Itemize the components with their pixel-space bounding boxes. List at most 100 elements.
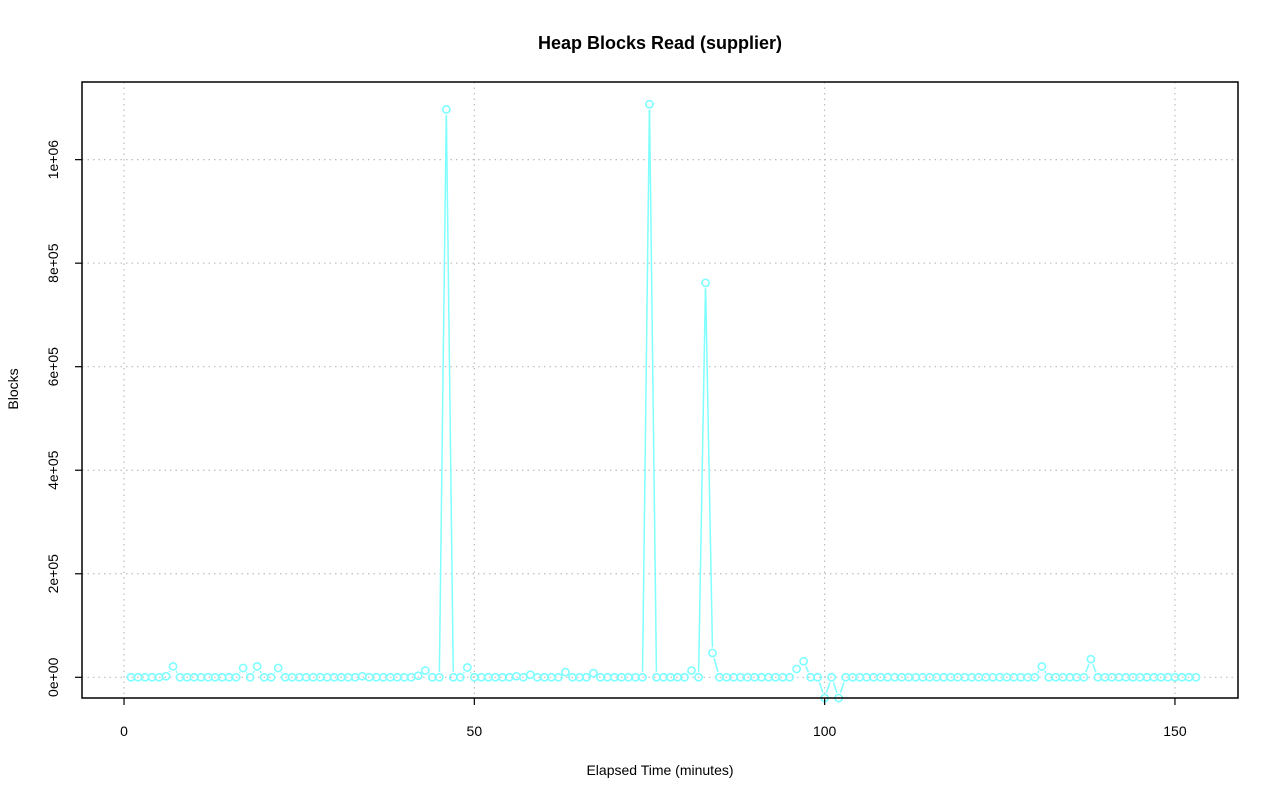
data-point xyxy=(652,672,661,682)
data-point xyxy=(687,666,696,675)
data-point xyxy=(547,672,556,682)
y-tick-label: 4e+05 xyxy=(45,450,61,490)
y-tick-label: 1e+06 xyxy=(45,140,61,180)
x-tick-label: 0 xyxy=(120,723,128,739)
x-axis-label: Elapsed Time (minutes) xyxy=(586,762,733,778)
series-segment xyxy=(818,682,824,694)
data-point xyxy=(589,668,598,678)
series-segment xyxy=(252,670,255,674)
data-point xyxy=(946,672,956,682)
data-point xyxy=(392,672,402,682)
data-point xyxy=(455,672,465,682)
data-point xyxy=(245,672,255,682)
data-point xyxy=(420,666,430,675)
data-point xyxy=(343,672,353,682)
data-point xyxy=(203,672,213,682)
plot-frame xyxy=(81,81,1239,699)
grid-lines xyxy=(82,82,1238,698)
data-point xyxy=(1079,672,1089,682)
series-segment xyxy=(825,682,831,694)
data-point xyxy=(932,672,942,682)
data-point xyxy=(855,672,865,682)
series-segment xyxy=(438,114,447,672)
data-point xyxy=(189,672,199,682)
series-segment xyxy=(1044,670,1047,674)
data-point xyxy=(483,672,493,682)
y-tick-label: 8e+05 xyxy=(45,243,61,283)
data-point xyxy=(266,672,276,682)
data-point xyxy=(329,672,339,682)
data-point xyxy=(841,672,851,682)
series-segment xyxy=(648,109,658,672)
data-point xyxy=(1163,672,1173,682)
data-point xyxy=(645,99,654,109)
data-point xyxy=(918,672,928,682)
data-point xyxy=(1058,672,1068,682)
data-point xyxy=(694,672,703,682)
data-point xyxy=(575,672,584,682)
data-point xyxy=(1135,672,1145,682)
data-point xyxy=(175,672,185,682)
series-segment xyxy=(704,288,714,648)
series-segment xyxy=(839,682,845,694)
data-point xyxy=(441,105,451,114)
data-point xyxy=(981,672,991,682)
data-point xyxy=(462,663,472,672)
series-segment xyxy=(1085,664,1090,673)
data-point xyxy=(799,656,809,666)
data-point xyxy=(1100,672,1110,682)
data-point xyxy=(1086,654,1096,664)
data-point xyxy=(525,670,535,680)
series-segment xyxy=(832,682,838,694)
data-point xyxy=(715,672,724,682)
data-point xyxy=(1009,672,1019,682)
x-tick-label: 150 xyxy=(1163,723,1187,739)
data-point xyxy=(995,672,1005,682)
data-point xyxy=(497,672,507,682)
data-point xyxy=(273,663,283,673)
series-segment xyxy=(713,658,719,673)
y-tick-label: 0e+00 xyxy=(45,657,61,697)
data-point xyxy=(1177,672,1187,682)
series-segment xyxy=(445,114,455,672)
data-point xyxy=(231,672,241,682)
data-point xyxy=(1030,672,1040,682)
x-tick-label: 100 xyxy=(813,723,837,739)
data-point xyxy=(434,672,444,682)
data-point xyxy=(764,672,773,682)
data-point xyxy=(554,672,563,682)
series-segment xyxy=(1092,664,1097,673)
data-point xyxy=(778,672,788,682)
x-axis: 0 50 100 150 xyxy=(120,698,1187,739)
series-segment xyxy=(462,671,465,674)
data-point xyxy=(708,648,717,658)
data-point xyxy=(785,672,795,682)
data-point xyxy=(624,672,633,682)
data-point xyxy=(1149,672,1159,682)
data-point xyxy=(582,672,591,682)
series-segment xyxy=(168,670,171,673)
data-point xyxy=(252,662,262,671)
data-point xyxy=(168,662,178,671)
data-point xyxy=(1191,672,1201,682)
data-point xyxy=(1072,672,1082,682)
series-layer xyxy=(126,99,1201,703)
data-point xyxy=(813,672,823,682)
series-segment xyxy=(175,670,178,674)
data-point xyxy=(357,671,367,681)
chart-title: Heap Blocks Read (supplier) xyxy=(538,33,782,53)
data-point xyxy=(406,672,416,682)
data-point xyxy=(126,672,136,682)
data-point xyxy=(511,671,521,681)
data-point xyxy=(161,671,171,681)
y-axis-label: Blocks xyxy=(5,368,21,409)
data-point xyxy=(413,671,423,681)
data-point xyxy=(280,672,290,682)
series-segment xyxy=(469,671,472,674)
data-point xyxy=(792,664,802,674)
series-segment xyxy=(1037,670,1040,674)
series-segment xyxy=(805,665,810,673)
data-point xyxy=(315,672,325,682)
y-tick-label: 2e+05 xyxy=(45,554,61,594)
